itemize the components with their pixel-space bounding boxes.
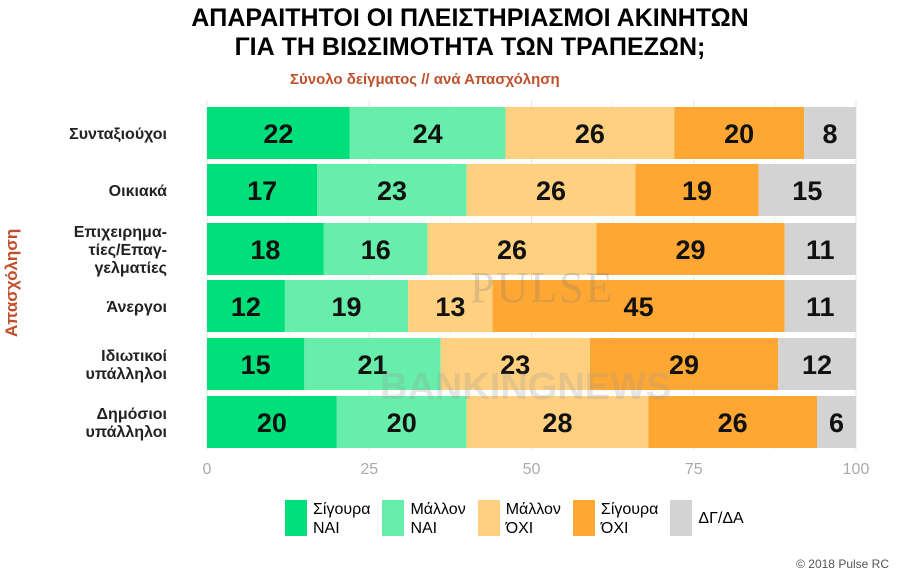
- copyright-footer: © 2018 Pulse RC: [796, 557, 889, 571]
- bar-segment: [784, 280, 856, 332]
- bar-segment: [207, 223, 324, 275]
- bar-segment: [408, 280, 493, 332]
- data-label: 8: [823, 119, 838, 149]
- data-label: 11: [806, 292, 835, 322]
- data-label: 16: [361, 235, 391, 265]
- data-label: 18: [250, 235, 280, 265]
- chart-title-line1: ΑΠΑΡΑΙΤΗΤΟΙ ΟΙ ΠΛΕΙΣΤΗΡΙΑΣΜΟΙ ΑΚΙΝΗΤΩΝ: [191, 4, 749, 32]
- bar-segment: [427, 223, 597, 275]
- bar-segment: [492, 280, 785, 332]
- legend-label: Μάλλον ΝΑΙ: [410, 501, 466, 537]
- category-label: Άνεργοι: [107, 299, 167, 316]
- legend-label: Σίγουρα ΝΑΙ: [313, 501, 371, 537]
- data-label: 26: [718, 408, 748, 438]
- data-label: 22: [263, 119, 293, 149]
- legend-item: Σίγουρα ΌΧΙ: [572, 500, 659, 538]
- bar-segment: [207, 164, 318, 216]
- data-label: 6: [829, 408, 844, 438]
- category-label: Συνταξιούχοι: [69, 126, 167, 143]
- data-label: 20: [387, 408, 417, 438]
- bar-segment: [207, 280, 285, 332]
- legend-swatch: [670, 500, 693, 536]
- bar-segment: [648, 396, 818, 448]
- data-label: 17: [247, 176, 277, 206]
- bar-segment: [758, 164, 856, 216]
- data-label: 15: [241, 350, 271, 380]
- data-label: 23: [377, 176, 407, 206]
- category-label: Δημόσιοι υπάλληλοι: [86, 406, 167, 441]
- chart-title-line2: ΓΙΑ ΤΗ ΒΙΩΣΙΜΟΤΗΤΑ ΤΩΝ ΤΡΑΠΕΖΩΝ;: [234, 33, 706, 61]
- bar-segment: [589, 338, 779, 390]
- x-tick-label: 0: [203, 461, 212, 478]
- bar-segment: [207, 338, 305, 390]
- bar-segment: [817, 396, 856, 448]
- data-label: 29: [669, 350, 699, 380]
- data-label: 23: [500, 350, 530, 380]
- legend-item: Μάλλον ΝΑΙ: [382, 500, 466, 538]
- x-tick-label: 75: [685, 461, 703, 478]
- bar-segment: [323, 223, 428, 275]
- bar-segment: [349, 107, 506, 159]
- data-label: 11: [806, 235, 835, 265]
- x-tick-label: 50: [523, 461, 541, 478]
- bar-segment: [304, 338, 441, 390]
- data-label: 21: [357, 350, 387, 380]
- x-tick-label: 100: [843, 461, 870, 478]
- bar-segment: [778, 338, 856, 390]
- data-label: 19: [682, 176, 712, 206]
- bar-segment: [505, 107, 675, 159]
- data-label: 13: [435, 292, 465, 322]
- legend-swatch: [572, 500, 595, 536]
- bar-segment: [336, 396, 467, 448]
- bar-segment: [784, 223, 856, 275]
- legend-label: Μάλλον ΌΧΙ: [505, 501, 561, 537]
- bar-segment: [207, 396, 337, 448]
- bar-segment: [635, 164, 759, 216]
- data-label: 20: [724, 119, 754, 149]
- data-label: 12: [231, 292, 261, 322]
- bar-segment: [317, 164, 467, 216]
- bar-segment: [674, 107, 805, 159]
- legend: Σίγουρα ΝΑΙ Μάλλον ΝΑΙ Μάλλον ΌΧΙ Σίγουρα Ό…: [285, 500, 744, 538]
- data-label: 28: [542, 408, 572, 438]
- data-label: 12: [802, 350, 832, 380]
- bankingnews-watermark: BANKINGNEWS: [380, 366, 672, 408]
- data-label: 45: [624, 292, 654, 322]
- legend-item: ΔΓ/ΔΑ: [670, 500, 744, 538]
- pulse-watermark: PULSE: [470, 263, 615, 312]
- bar-segment: [284, 280, 409, 332]
- data-label: 26: [536, 176, 566, 206]
- legend-swatch: [382, 500, 405, 536]
- bar-segment: [804, 107, 856, 159]
- legend-item: Μάλλον ΌΧΙ: [477, 500, 561, 538]
- category-label: Οικιακά: [109, 183, 167, 200]
- bar-segment: [466, 164, 636, 216]
- bar-segment: [466, 396, 649, 448]
- data-label: 24: [413, 119, 443, 149]
- legend-item: Σίγουρα ΝΑΙ: [285, 500, 370, 538]
- data-label: 19: [332, 292, 362, 322]
- legend-swatch: [477, 500, 500, 536]
- data-label: 29: [675, 235, 705, 265]
- data-label: 26: [497, 235, 527, 265]
- legend-swatch: [285, 500, 307, 536]
- legend-label: Σίγουρα ΌΧΙ: [600, 501, 659, 537]
- data-label: 26: [575, 119, 605, 149]
- chart-subtitle: Σύνολο δείγματος // ανά Απασχόληση: [290, 71, 560, 88]
- legend-label: ΔΓ/ΔΑ: [698, 510, 744, 527]
- bar-segment: [207, 107, 350, 159]
- data-label: 20: [257, 408, 287, 438]
- bar-segment: [440, 338, 590, 390]
- data-label: 15: [792, 176, 822, 206]
- bar-segment: [596, 223, 785, 275]
- category-label: Επιχειρημα-τίες/Επαγ-γελματίες: [74, 224, 167, 277]
- category-label: Ιδιωτικοί υπάλληλοι: [86, 348, 167, 383]
- x-tick-label: 25: [360, 461, 378, 478]
